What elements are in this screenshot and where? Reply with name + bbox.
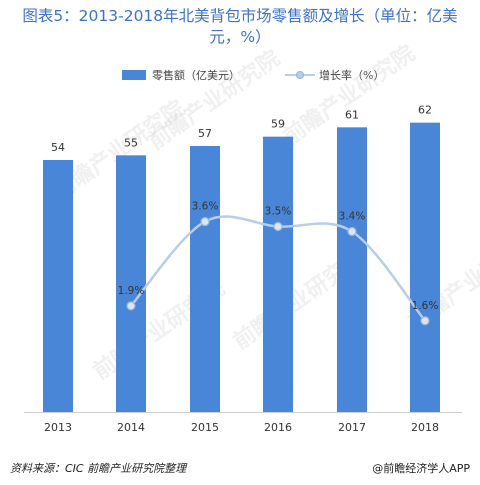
source-note: 资料来源：CIC 前瞻产业研究院整理 (10, 462, 187, 475)
bar-retail-2017 (337, 127, 367, 412)
legend-label-growth: 增长率（%） (319, 69, 385, 82)
bar-retail-2018 (410, 122, 440, 413)
legend-label-retail: 零售额（亿美元） (152, 69, 240, 82)
growth-point-2014 (126, 301, 136, 311)
growth-point-2016 (273, 221, 283, 232)
bar-value-label-2017: 61 (345, 108, 359, 121)
growth-point-2017 (347, 226, 357, 237)
growth-label-2018: 1.6% (412, 300, 439, 312)
growth-label-2014: 1.9% (118, 285, 145, 297)
bar-retail-2015 (190, 146, 220, 412)
bar-retail-2013 (43, 160, 73, 412)
x-tick-label-2014: 2014 (117, 421, 145, 434)
legend-bar-swatch (122, 70, 146, 80)
growth-point-2018 (420, 316, 430, 326)
bar-value-label-2013: 54 (51, 141, 65, 154)
bar-retail-2016 (263, 136, 293, 412)
legend-item-retail: 零售额（亿美元） (122, 67, 240, 83)
x-tick-label-2018: 2018 (411, 421, 439, 434)
bar-value-label-2014: 55 (124, 136, 138, 149)
growth-point-2015 (200, 216, 210, 227)
growth-label-2016: 3.5% (265, 206, 292, 218)
legend-item-growth: 增长率（%） (285, 67, 384, 83)
x-tick-label-2016: 2016 (264, 421, 292, 434)
legend-line-swatch (285, 70, 315, 80)
chart-legend: 零售额（亿美元） 增长率（%） (0, 67, 480, 83)
x-tick-label-2013: 2013 (44, 421, 72, 434)
bar-value-label-2016: 59 (271, 118, 285, 131)
chart-title: 图表5：2013-2018年北美背包市场零售额及增长（单位：亿美元，%） (22, 7, 458, 46)
credit-note: @前瞻经济学人APP (372, 462, 470, 475)
bar-retail-2014 (116, 155, 146, 413)
x-tick-label-2015: 2015 (191, 421, 219, 434)
x-tick-label-2017: 2017 (338, 421, 366, 434)
bar-value-label-2015: 57 (198, 127, 212, 140)
growth-label-2017: 3.4% (339, 210, 366, 222)
bar-value-label-2018: 62 (418, 104, 432, 117)
growth-label-2015: 3.6% (192, 201, 219, 213)
